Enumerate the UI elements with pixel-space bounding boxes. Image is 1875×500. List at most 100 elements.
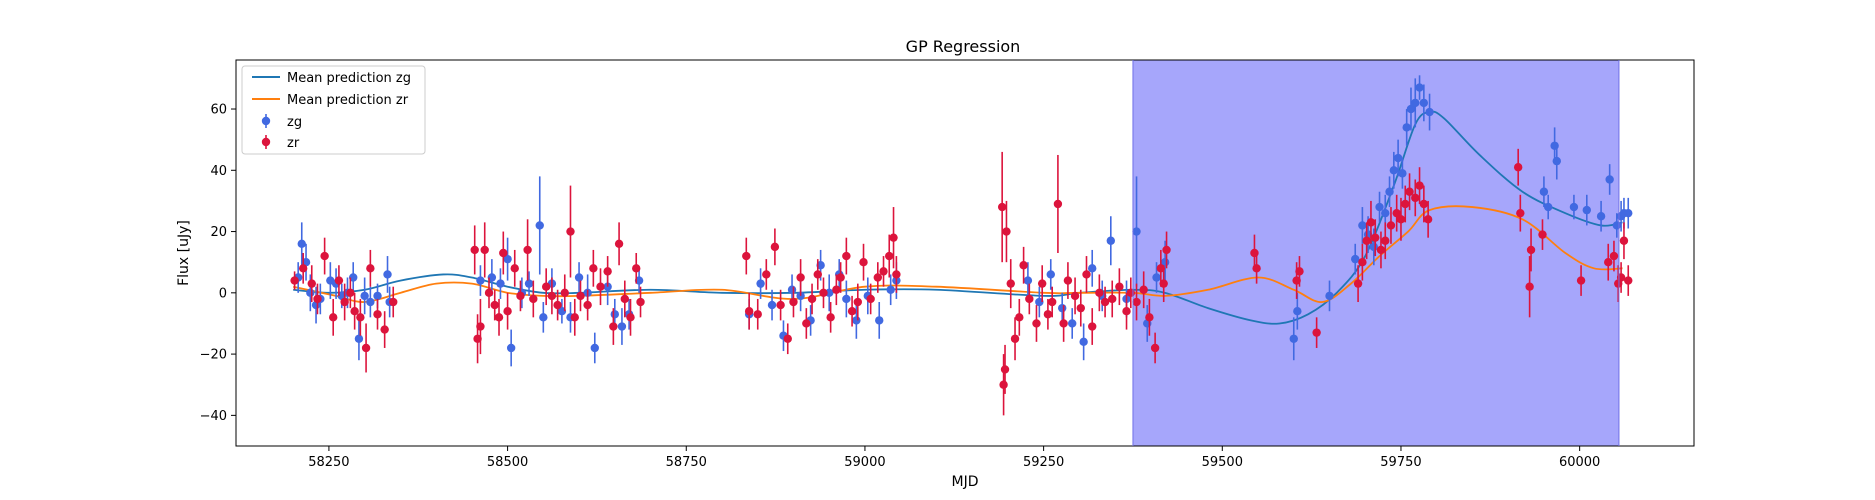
data-point xyxy=(742,237,751,275)
point-marker xyxy=(1006,279,1015,288)
data-point xyxy=(389,286,398,318)
data-point xyxy=(866,283,875,315)
point-marker xyxy=(776,300,785,310)
point-marker xyxy=(1068,319,1077,328)
x-axis-label: MJD xyxy=(952,474,979,490)
point-marker xyxy=(1293,307,1302,316)
point-marker xyxy=(484,288,494,298)
legend-label-mean-zg: Mean prediction zg xyxy=(287,71,411,86)
point-marker xyxy=(373,310,382,319)
point-marker xyxy=(329,313,338,322)
data-point xyxy=(494,298,504,336)
point-marker xyxy=(1381,236,1390,245)
point-marker xyxy=(1401,199,1410,209)
point-marker xyxy=(356,313,365,322)
data-point xyxy=(1159,265,1168,303)
data-point xyxy=(360,277,369,315)
point-marker xyxy=(496,279,505,288)
data-point xyxy=(1046,259,1055,290)
data-point xyxy=(1015,298,1024,336)
legend-label-mean-zr: Mean prediction zr xyxy=(287,93,409,108)
x-tick-label: 58500 xyxy=(487,455,528,470)
point-marker xyxy=(313,294,322,304)
point-marker xyxy=(1295,267,1304,276)
point-marker xyxy=(1526,245,1536,255)
legend-swatch-zg xyxy=(261,114,271,128)
x-axis-ticks: 58250 58500 58750 59000 59250 59500 59750 60000 xyxy=(308,446,1600,470)
point-marker xyxy=(853,297,862,307)
point-marker xyxy=(1411,98,1420,108)
point-marker xyxy=(340,297,349,307)
point-marker xyxy=(842,251,851,261)
data-point xyxy=(1023,262,1033,299)
data-point xyxy=(1386,207,1396,244)
point-marker xyxy=(1544,202,1553,212)
legend-marker xyxy=(261,137,271,147)
data-point xyxy=(566,185,575,278)
point-marker xyxy=(873,273,883,282)
data-point xyxy=(490,289,499,321)
data-point xyxy=(885,234,894,278)
point-marker xyxy=(1423,215,1433,224)
point-marker xyxy=(1059,319,1068,328)
point-marker xyxy=(1002,227,1011,236)
data-point xyxy=(1402,109,1411,146)
point-marker xyxy=(875,316,884,325)
data-point xyxy=(503,292,512,330)
point-marker xyxy=(1252,264,1261,273)
point-marker xyxy=(1076,303,1085,313)
data-point xyxy=(380,311,389,348)
data-point xyxy=(1389,151,1399,189)
point-marker xyxy=(1162,245,1171,255)
data-point xyxy=(614,222,624,266)
data-point xyxy=(560,274,569,312)
data-point xyxy=(1100,286,1110,318)
data-point xyxy=(1108,280,1117,318)
point-marker xyxy=(756,279,765,288)
point-marker xyxy=(1353,279,1363,288)
point-marker xyxy=(1043,310,1053,319)
data-point xyxy=(1513,148,1523,186)
point-marker xyxy=(866,294,875,304)
data-point xyxy=(1425,93,1434,131)
point-marker xyxy=(1596,212,1606,221)
point-marker xyxy=(1513,163,1523,172)
point-marker xyxy=(1624,208,1633,218)
point-marker xyxy=(1325,291,1334,301)
point-marker xyxy=(510,264,519,273)
point-marker xyxy=(744,307,754,316)
data-point xyxy=(589,249,598,287)
point-marker xyxy=(1624,276,1633,285)
point-marker xyxy=(889,233,898,242)
data-point xyxy=(1032,305,1041,342)
data-point xyxy=(1312,317,1321,348)
data-point xyxy=(1070,277,1080,315)
data-point xyxy=(1516,194,1525,232)
data-point xyxy=(524,271,534,296)
y-tick-label: −40 xyxy=(200,409,227,424)
data-point xyxy=(999,354,1008,416)
point-marker xyxy=(796,273,805,282)
point-marker xyxy=(480,245,489,255)
data-point xyxy=(1415,167,1424,204)
point-marker xyxy=(842,294,851,304)
point-marker xyxy=(1015,313,1024,322)
data-point xyxy=(1088,249,1097,287)
y-tick-label: 60 xyxy=(210,103,227,118)
point-marker xyxy=(490,300,499,310)
data-point xyxy=(503,237,512,281)
data-point xyxy=(329,298,338,336)
data-point xyxy=(813,259,822,290)
data-point xyxy=(859,243,868,281)
data-point xyxy=(1411,179,1420,217)
x-tick-label: 58250 xyxy=(308,455,349,470)
data-point xyxy=(313,283,322,315)
data-point xyxy=(1525,256,1534,318)
data-point xyxy=(1063,262,1073,299)
data-point xyxy=(499,231,508,275)
data-point xyxy=(307,265,316,303)
data-point xyxy=(539,302,548,333)
data-point xyxy=(366,286,375,318)
data-point xyxy=(1419,185,1429,223)
point-marker xyxy=(620,294,629,304)
